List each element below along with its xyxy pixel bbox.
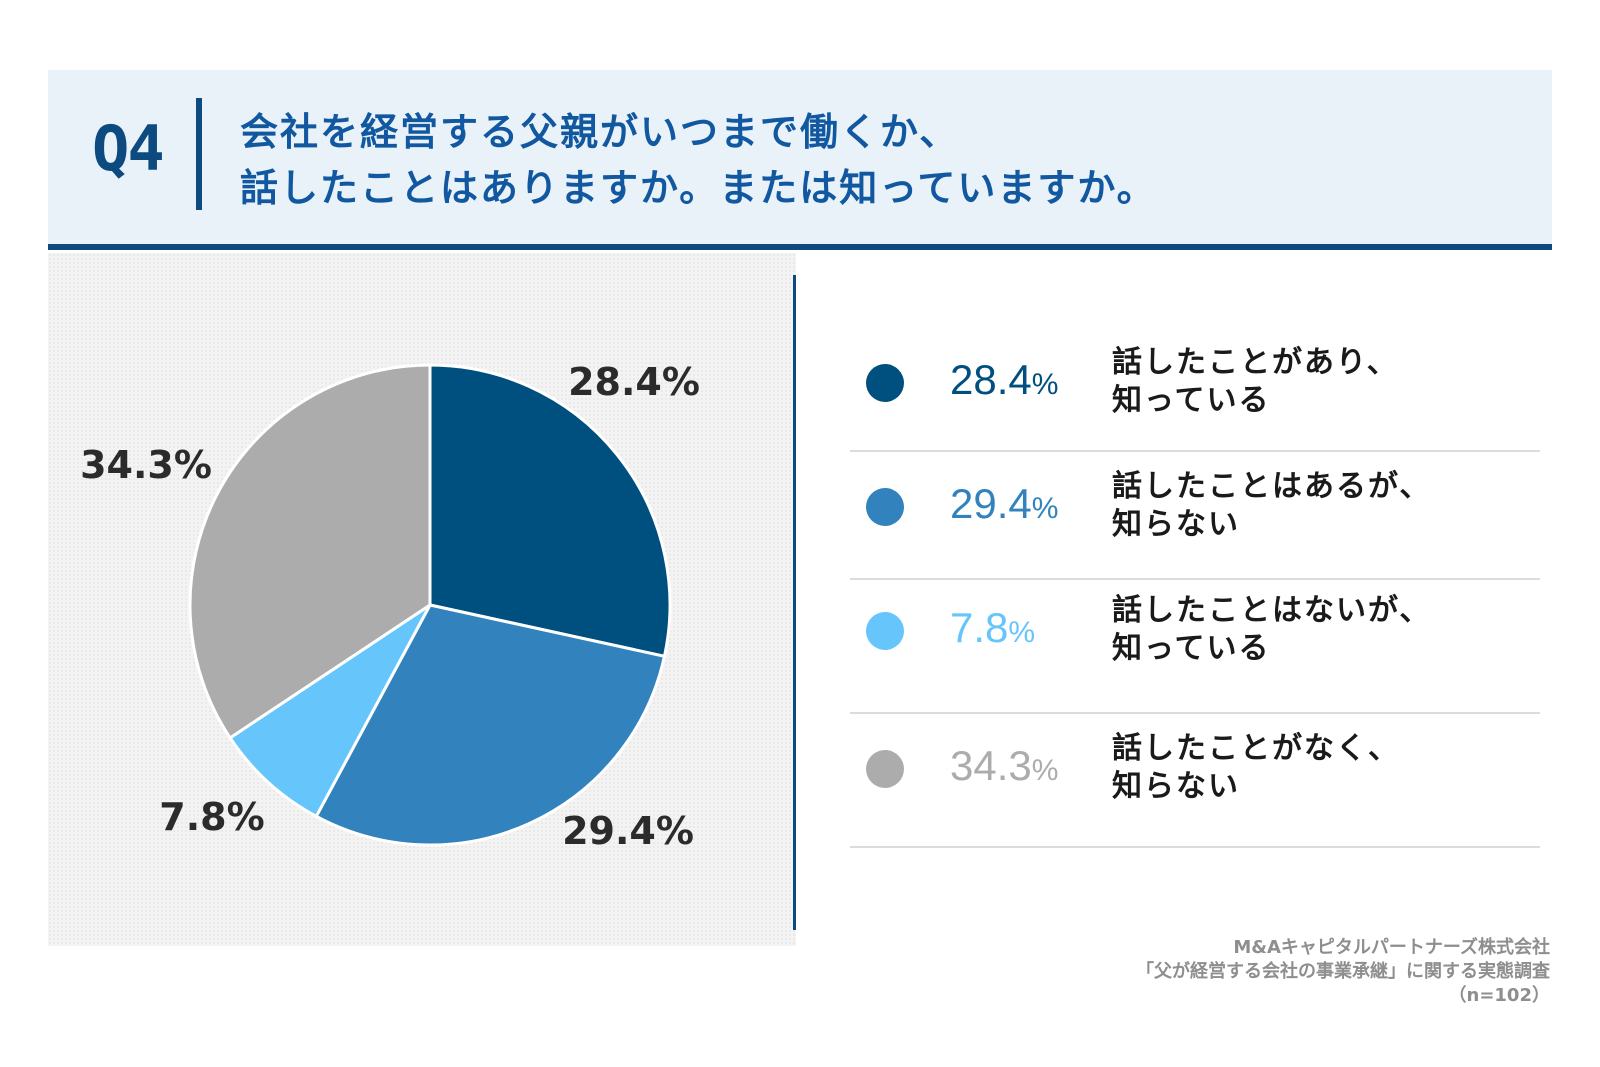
legend-text-line2: 知らない bbox=[1112, 769, 1240, 804]
legend-separator bbox=[850, 450, 1540, 452]
question-number: Q4 bbox=[92, 112, 165, 185]
legend-row: 34.3% 話したことがなく、 知らない bbox=[850, 726, 1540, 816]
legend-percent-unit: % bbox=[1031, 492, 1059, 525]
legend-dot bbox=[866, 364, 904, 402]
legend-text-line2: 知っている bbox=[1112, 631, 1271, 666]
legend-percent-value: 7.8 bbox=[950, 604, 1009, 651]
legend-separator bbox=[850, 712, 1540, 714]
legend-percent: 34.3% bbox=[950, 742, 1058, 790]
legend-percent-unit: % bbox=[1031, 754, 1059, 787]
legend-percent: 29.4% bbox=[950, 480, 1058, 528]
pie-slice-label: 34.3% bbox=[80, 443, 212, 487]
legend-text: 話したことがなく、 知らない bbox=[1112, 730, 1400, 806]
pie-slice bbox=[428, 363, 672, 659]
legend-percent: 28.4% bbox=[950, 356, 1058, 404]
legend-percent-unit: % bbox=[1031, 368, 1059, 401]
legend-text: 話したことはないが、 知っている bbox=[1112, 592, 1431, 668]
legend-text-line2: 知っている bbox=[1112, 383, 1271, 418]
legend-separator bbox=[850, 578, 1540, 580]
legend-text-line1: 話したことがなく、 bbox=[1112, 731, 1400, 766]
legend-row: 7.8% 話したことはないが、 知っている bbox=[850, 588, 1540, 678]
legend-percent-value: 28.4 bbox=[950, 356, 1032, 403]
question-divider bbox=[196, 98, 202, 210]
legend-percent: 7.8% bbox=[950, 604, 1035, 652]
legend-row: 28.4% 話したことがあり、 知っている bbox=[850, 340, 1540, 430]
pie-chart: 28.4% 29.4% 7.8% 34.3% bbox=[80, 360, 700, 853]
legend-text: 話したことはあるが、 知らない bbox=[1112, 468, 1431, 544]
legend-percent-value: 29.4 bbox=[950, 480, 1032, 527]
legend-dot bbox=[866, 488, 904, 526]
legend-text-line1: 話したことがあり、 bbox=[1112, 345, 1399, 380]
question-title-line2: 話したことはありますか。または知っていますか。 bbox=[240, 166, 1157, 210]
legend-text: 話したことがあり、 知っている bbox=[1112, 344, 1399, 420]
legend-dot bbox=[866, 750, 904, 788]
source-survey: 「父が経営する会社の事業承継」に関する実態調査 bbox=[1136, 961, 1550, 982]
question-header bbox=[48, 70, 1552, 244]
pie-slice bbox=[228, 603, 432, 819]
pie-slice bbox=[314, 603, 667, 847]
legend-row: 29.4% 話したことはあるが、 知らない bbox=[850, 464, 1540, 554]
source-note: M&Aキャピタルパートナーズ株式会社 「父が経営する会社の事業承継」に関する実態… bbox=[1136, 936, 1550, 1008]
legend-dot bbox=[866, 612, 904, 650]
question-title-line1: 会社を経営する父親がいつまで働くか、 bbox=[240, 110, 960, 154]
pie-slice-label: 28.4% bbox=[568, 360, 700, 404]
legend-percent-unit: % bbox=[1008, 616, 1036, 649]
legend-text-line1: 話したことはないが、 bbox=[1112, 593, 1432, 628]
panel-divider bbox=[793, 275, 796, 930]
legend-text-line2: 知らない bbox=[1112, 507, 1240, 542]
legend-separator bbox=[850, 846, 1540, 848]
legend-percent-value: 34.3 bbox=[950, 742, 1032, 789]
header-rule bbox=[48, 244, 1552, 250]
question-title: 会社を経営する父親がいつまで働くか、 話したことはありますか。または知っています… bbox=[240, 104, 1157, 216]
pie-slice-label: 29.4% bbox=[562, 809, 694, 853]
source-sample-size: （n=102） bbox=[1448, 985, 1550, 1006]
pie-slice bbox=[188, 363, 432, 740]
source-company: M&Aキャピタルパートナーズ株式会社 bbox=[1233, 937, 1550, 958]
pie-slice-label: 7.8% bbox=[159, 795, 264, 839]
legend-text-line1: 話したことはあるが、 bbox=[1112, 469, 1432, 504]
